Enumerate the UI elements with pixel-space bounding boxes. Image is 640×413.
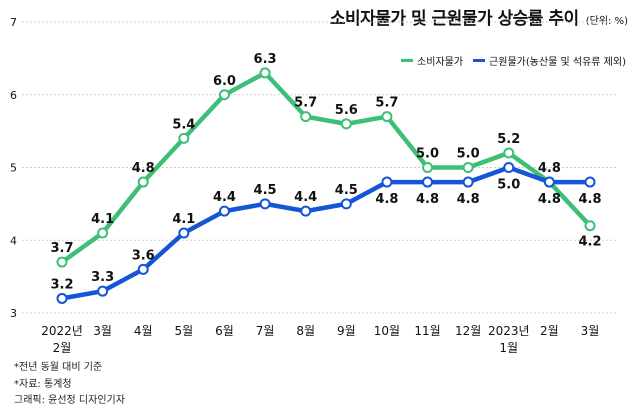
legend-item-consumer: 소비자물가 — [401, 53, 463, 68]
data-label-consumer: 5.0 — [416, 147, 439, 162]
data-label-consumer: 4.8 — [538, 161, 561, 176]
x-tick-label: 9월 — [337, 324, 356, 338]
data-label-core: 4.4 — [294, 190, 317, 205]
x-tick-label: 2022년 — [41, 324, 83, 338]
footnote-credit: 그래픽: 윤선정 디자인기자 — [14, 395, 125, 406]
data-label-core: 4.5 — [335, 183, 358, 198]
data-point-core — [97, 285, 109, 297]
y-tick-label: 5 — [10, 162, 17, 175]
data-label-consumer: 4.2 — [578, 235, 601, 250]
data-label-consumer: 6.3 — [254, 52, 277, 67]
data-point-consumer — [381, 111, 393, 123]
footnote-basis: *전년 동월 대비 기준 — [14, 362, 103, 373]
data-label-core: 3.2 — [50, 277, 73, 292]
data-point-consumer — [218, 89, 230, 101]
x-tick-label: 7월 — [256, 324, 275, 338]
data-label-core: 3.3 — [91, 270, 114, 285]
data-label-consumer: 5.6 — [335, 103, 358, 118]
x-tick-label: 3월 — [581, 324, 600, 338]
data-point-consumer — [584, 220, 596, 232]
data-point-core — [340, 198, 352, 210]
x-tick-label: 8월 — [296, 324, 315, 338]
data-point-consumer — [178, 132, 190, 144]
x-tick-label: 2월 — [540, 324, 559, 338]
data-point-core — [584, 176, 596, 188]
data-point-core — [381, 176, 393, 188]
series-line-consumer — [59, 70, 593, 265]
legend-item-core: 근원물가(농산물 및 석유류 제외) — [473, 53, 626, 68]
data-point-consumer — [56, 256, 68, 268]
x-tick-label-line2: 1월 — [499, 341, 518, 355]
data-point-consumer — [422, 162, 434, 173]
footnotes: *전년 동월 대비 기준 *자료: 통계청 그래픽: 윤선정 디자인기자 — [14, 360, 125, 410]
data-label-core: 4.8 — [416, 192, 439, 207]
data-label-core: 4.8 — [457, 192, 480, 207]
y-tick-label: 7 — [10, 16, 17, 29]
data-point-core — [300, 205, 312, 217]
data-point-consumer — [503, 147, 515, 159]
x-tick-label-line2: 2월 — [53, 341, 72, 355]
data-point-core — [462, 176, 474, 188]
y-tick-label: 3 — [10, 307, 17, 320]
x-tick-label: 5월 — [175, 324, 194, 338]
data-label-core: 4.8 — [538, 192, 561, 207]
data-label-core: 5.0 — [497, 178, 520, 193]
data-label-core: 4.8 — [578, 192, 601, 207]
x-tick-label: 11월 — [414, 324, 440, 338]
data-point-consumer — [97, 227, 109, 239]
y-tick-label: 6 — [10, 89, 17, 102]
data-point-core — [259, 198, 271, 210]
data-label-core: 4.5 — [254, 183, 277, 198]
x-tick-label: 3월 — [93, 324, 112, 338]
data-point-consumer — [259, 67, 271, 79]
data-label-core: 3.6 — [132, 248, 155, 263]
x-tick-label: 2023년 — [488, 324, 530, 338]
data-label-core: 4.8 — [375, 192, 398, 207]
y-tick-label: 4 — [10, 234, 17, 247]
data-point-core — [218, 205, 230, 217]
data-point-core — [178, 227, 190, 239]
data-label-core: 4.1 — [172, 212, 195, 227]
data-label-consumer: 5.7 — [294, 96, 317, 111]
data-point-core — [56, 292, 68, 304]
data-point-core — [137, 263, 149, 275]
data-label-consumer: 4.8 — [132, 161, 155, 176]
series-line-core — [59, 165, 593, 301]
data-point-core — [503, 162, 515, 173]
data-point-consumer — [137, 176, 149, 188]
data-label-consumer: 6.0 — [213, 74, 236, 89]
legend-swatch-consumer — [401, 59, 414, 62]
data-label-consumer: 5.4 — [172, 117, 195, 132]
data-point-consumer — [300, 111, 312, 123]
data-point-core — [422, 176, 434, 188]
x-tick-label: 6월 — [215, 324, 234, 338]
footnote-source: *자료: 통계청 — [14, 378, 72, 390]
legend-label-consumer: 소비자물가 — [417, 57, 464, 68]
legend: 소비자물가 근원물가(농산물 및 석유류 제외) — [391, 53, 626, 68]
data-label-consumer: 4.1 — [91, 212, 114, 227]
data-label-consumer: 5.7 — [375, 96, 398, 111]
chart-title: 소비자물가 및 근원물가 상승률 추이 — [329, 9, 579, 29]
data-label-consumer: 5.0 — [457, 147, 480, 162]
data-label-core: 4.4 — [213, 190, 236, 205]
x-tick-label: 10월 — [374, 324, 400, 338]
data-point-consumer — [340, 118, 352, 130]
data-point-consumer — [462, 162, 474, 173]
data-label-consumer: 3.7 — [50, 241, 73, 256]
data-point-core — [543, 176, 555, 188]
legend-label-core: 근원물가(농산물 및 석유류 제외) — [489, 57, 626, 68]
data-label-consumer: 5.2 — [497, 132, 520, 147]
x-tick-label: 12월 — [455, 324, 481, 338]
legend-swatch-core — [473, 59, 486, 62]
x-tick-label: 4월 — [134, 324, 153, 338]
